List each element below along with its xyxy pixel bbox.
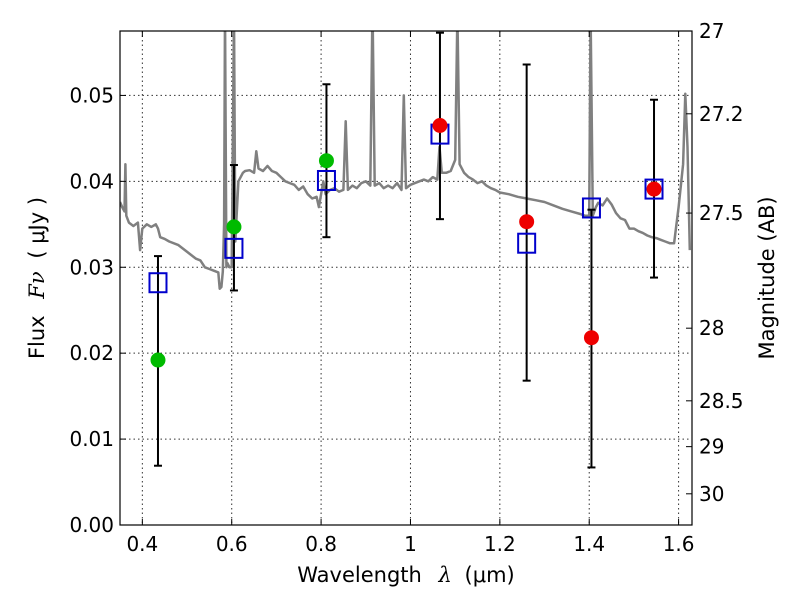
y2-tick-label: 28.5 xyxy=(699,389,744,413)
axis-ticks: 0.4 0.6 0.8 1 1.2 1.4 1.6 0.00 0.01 0.02 0.03 0.04 0… xyxy=(69,19,743,556)
model-photometry-square xyxy=(148,272,168,294)
red-flux-point xyxy=(646,181,662,197)
model-photometry-square xyxy=(517,232,537,254)
grid xyxy=(120,31,692,525)
red-flux-point xyxy=(583,330,599,346)
y-tick-label: 0.01 xyxy=(69,427,114,451)
data-markers xyxy=(148,118,664,368)
plot-frame xyxy=(119,30,693,526)
x-tick-label: 1.4 xyxy=(573,532,605,556)
model-photometry-square xyxy=(224,237,244,259)
model-photometry-square xyxy=(316,169,336,191)
model-photometry-square xyxy=(581,197,601,219)
y2-tick-label: 27 xyxy=(699,19,724,43)
red-flux-point xyxy=(519,214,535,230)
red-flux-point xyxy=(432,118,448,134)
y-axis-label: Flux Fν ( μJy ) xyxy=(25,197,49,359)
x-axis-label-text: Wavelength xyxy=(297,563,422,587)
y2-axis-label: Magnitude (AB) xyxy=(755,196,779,359)
y-tick-label: 0.04 xyxy=(69,169,114,193)
green-flux-point xyxy=(318,153,334,169)
y-tick-label: 0.00 xyxy=(69,513,114,537)
green-flux-point xyxy=(226,219,242,235)
model-photometry-square xyxy=(644,178,664,200)
x-tick-label: 1.6 xyxy=(663,532,695,556)
y-tick-label: 0.05 xyxy=(69,83,114,107)
x-tick-label: 1.2 xyxy=(484,532,516,556)
green-flux-point xyxy=(150,352,166,368)
x-tick-label: 0.6 xyxy=(216,532,248,556)
x-axis-label-symbol: λ xyxy=(438,563,452,587)
x-tick-label: 0.4 xyxy=(126,532,158,556)
x-axis-label-unit: (μm) xyxy=(465,563,515,587)
y-axis-label-unit: ( μJy ) xyxy=(25,197,49,259)
y-axis-label-symbol: Fν xyxy=(25,271,49,300)
y-tick-label: 0.03 xyxy=(69,255,114,279)
y2-tick-label: 29 xyxy=(699,435,724,459)
y-tick-label: 0.02 xyxy=(69,341,114,365)
y2-tick-label: 30 xyxy=(699,482,724,506)
y2-tick-label: 27.2 xyxy=(699,102,744,126)
x-tick-label: 0.8 xyxy=(305,532,337,556)
y-axis-label-text: Flux xyxy=(25,315,49,359)
y2-tick-label: 27.5 xyxy=(699,201,744,225)
x-tick-label: 1 xyxy=(404,532,417,556)
y2-tick-label: 28 xyxy=(699,316,724,340)
x-axis-label: Wavelength λ (μm) xyxy=(297,563,514,587)
